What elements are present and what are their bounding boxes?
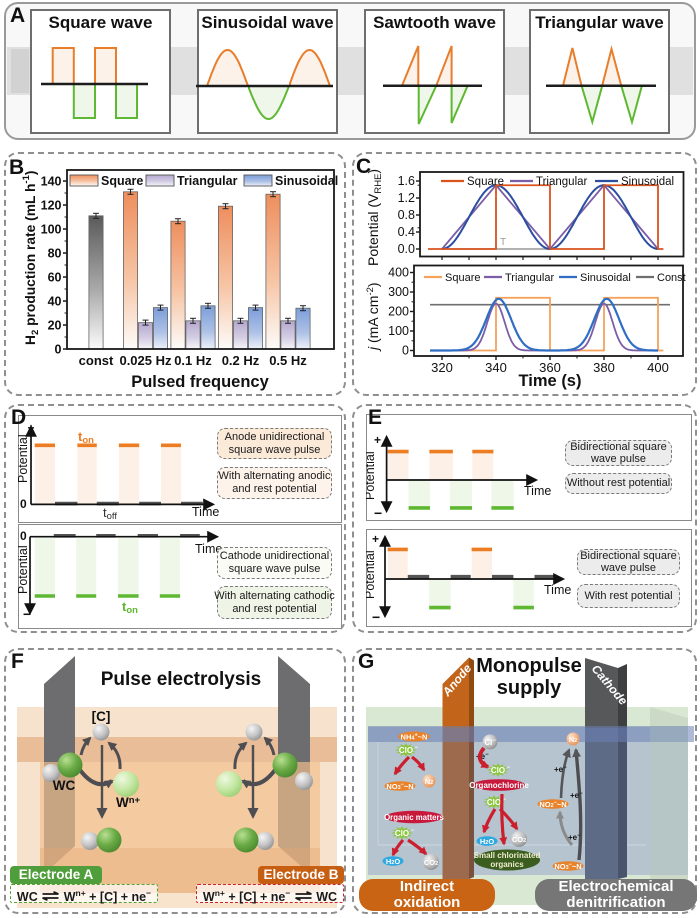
svg-text:Triangular: Triangular	[505, 272, 554, 284]
svg-text:N2: N2	[569, 735, 577, 744]
svg-text:NO3−~N: NO3−~N	[554, 862, 581, 871]
svg-text:Time: Time	[544, 583, 571, 597]
svg-text:ClO: ClO	[399, 746, 413, 755]
svg-text:ClO: ClO	[487, 798, 501, 807]
svg-text:ClO: ClO	[491, 766, 505, 775]
svg-text:ton: ton	[122, 599, 138, 616]
svg-text:Potential: Potential	[18, 545, 30, 594]
svg-text:Cl−: Cl−	[484, 738, 496, 747]
svg-text:Time: Time	[524, 484, 551, 498]
svg-text:Pulse electrolysis: Pulse electrolysis	[101, 669, 262, 690]
svg-text:−: −	[507, 765, 511, 771]
svg-text:Potential (VRHE): Potential (VRHE)	[365, 169, 384, 266]
svg-text:CO2: CO2	[424, 858, 438, 867]
svg-text:0: 0	[55, 343, 62, 357]
svg-text:+: +	[28, 421, 35, 435]
svg-text:0: 0	[20, 529, 27, 543]
svg-text:80: 80	[48, 247, 62, 261]
svg-text:Organic matters: Organic matters	[384, 813, 444, 822]
svg-text:Square: Square	[445, 272, 480, 284]
svg-text:Sinusoidal: Sinusoidal	[580, 272, 631, 284]
svg-text:Square: Square	[467, 176, 504, 188]
svg-text:ClO: ClO	[395, 829, 409, 838]
svg-text:Triangular: Triangular	[177, 174, 238, 188]
svg-text:120: 120	[41, 199, 62, 213]
svg-text:400: 400	[647, 360, 669, 375]
svg-text:0.1 Hz: 0.1 Hz	[174, 353, 212, 368]
svg-text:60: 60	[48, 271, 62, 285]
svg-text:0.025 Hz: 0.025 Hz	[119, 353, 172, 368]
svg-text:j (mA cm-2): j (mA cm-2)	[365, 282, 381, 352]
svg-text:H2O: H2O	[386, 857, 400, 866]
svg-text:300: 300	[388, 285, 409, 299]
svg-text:400: 400	[388, 266, 409, 280]
svg-text:Small chlorinated: Small chlorinated	[474, 851, 541, 860]
svg-text:const: const	[79, 353, 114, 368]
svg-text:NH4+~N: NH4+~N	[401, 733, 428, 742]
svg-text:340: 340	[485, 360, 507, 375]
svg-text:0.2 Hz: 0.2 Hz	[222, 353, 260, 368]
svg-text:320: 320	[431, 360, 453, 375]
svg-text:100: 100	[41, 223, 62, 237]
svg-text:+e−: +e−	[568, 833, 581, 842]
svg-text:+e−: +e−	[476, 752, 489, 761]
svg-text:200: 200	[388, 305, 409, 319]
svg-text:CO2: CO2	[512, 835, 526, 844]
svg-text:360: 360	[539, 360, 561, 375]
svg-text:+: +	[372, 532, 379, 546]
svg-text:−: −	[411, 828, 415, 834]
svg-text:Pulsed frequency: Pulsed frequency	[131, 373, 269, 391]
svg-text:−: −	[503, 797, 507, 803]
svg-text:380: 380	[593, 360, 615, 375]
svg-text:1.2: 1.2	[398, 191, 415, 205]
svg-text:toff: toff	[103, 505, 117, 522]
svg-text:Square: Square	[101, 174, 143, 188]
svg-text:−: −	[372, 609, 380, 625]
svg-text:−: −	[415, 745, 419, 751]
svg-text:T: T	[500, 237, 506, 248]
svg-text:20: 20	[48, 319, 62, 333]
svg-text:0.0: 0.0	[398, 242, 415, 256]
svg-text:−: −	[23, 606, 31, 622]
svg-text:Triangular: Triangular	[536, 176, 588, 188]
svg-text:Time: Time	[195, 542, 222, 556]
svg-text:Time: Time	[192, 505, 219, 519]
svg-text:[C]: [C]	[92, 709, 111, 724]
svg-text:N2: N2	[425, 777, 433, 786]
svg-text:+e−: +e−	[570, 791, 583, 800]
svg-text:Potential: Potential	[366, 550, 377, 599]
svg-text:40: 40	[48, 295, 62, 309]
svg-text:0.8: 0.8	[398, 208, 415, 222]
svg-text:organics: organics	[490, 860, 524, 869]
svg-text:0.5 Hz: 0.5 Hz	[269, 353, 307, 368]
svg-text:0.4: 0.4	[398, 225, 415, 239]
svg-text:ton: ton	[78, 429, 94, 446]
svg-text:−: −	[374, 505, 382, 521]
svg-text:1.6: 1.6	[398, 174, 415, 188]
svg-text:Potential: Potential	[18, 434, 30, 483]
svg-text:Sinusoidal: Sinusoidal	[621, 176, 674, 188]
svg-text:Potential: Potential	[366, 451, 377, 500]
svg-text:NO3−~N: NO3−~N	[386, 782, 413, 791]
svg-text:0: 0	[20, 497, 27, 511]
svg-text:Time (s): Time (s)	[519, 372, 582, 390]
svg-text:H2O: H2O	[480, 837, 494, 846]
svg-text:100: 100	[388, 324, 409, 338]
svg-text:0: 0	[402, 344, 409, 358]
svg-text:+: +	[374, 433, 381, 447]
svg-text:Const: Const	[657, 272, 686, 284]
svg-text:Sinusoidal: Sinusoidal	[275, 174, 338, 188]
svg-text:+e−: +e−	[554, 765, 567, 774]
svg-text:H2 production rate (mL h-1): H2 production rate (mL h-1)	[21, 171, 41, 345]
svg-text:NO2−~N: NO2−~N	[539, 800, 566, 809]
svg-text:WC: WC	[53, 778, 76, 793]
svg-text:140: 140	[41, 175, 62, 189]
svg-text:Organochlorine: Organochlorine	[469, 781, 529, 790]
